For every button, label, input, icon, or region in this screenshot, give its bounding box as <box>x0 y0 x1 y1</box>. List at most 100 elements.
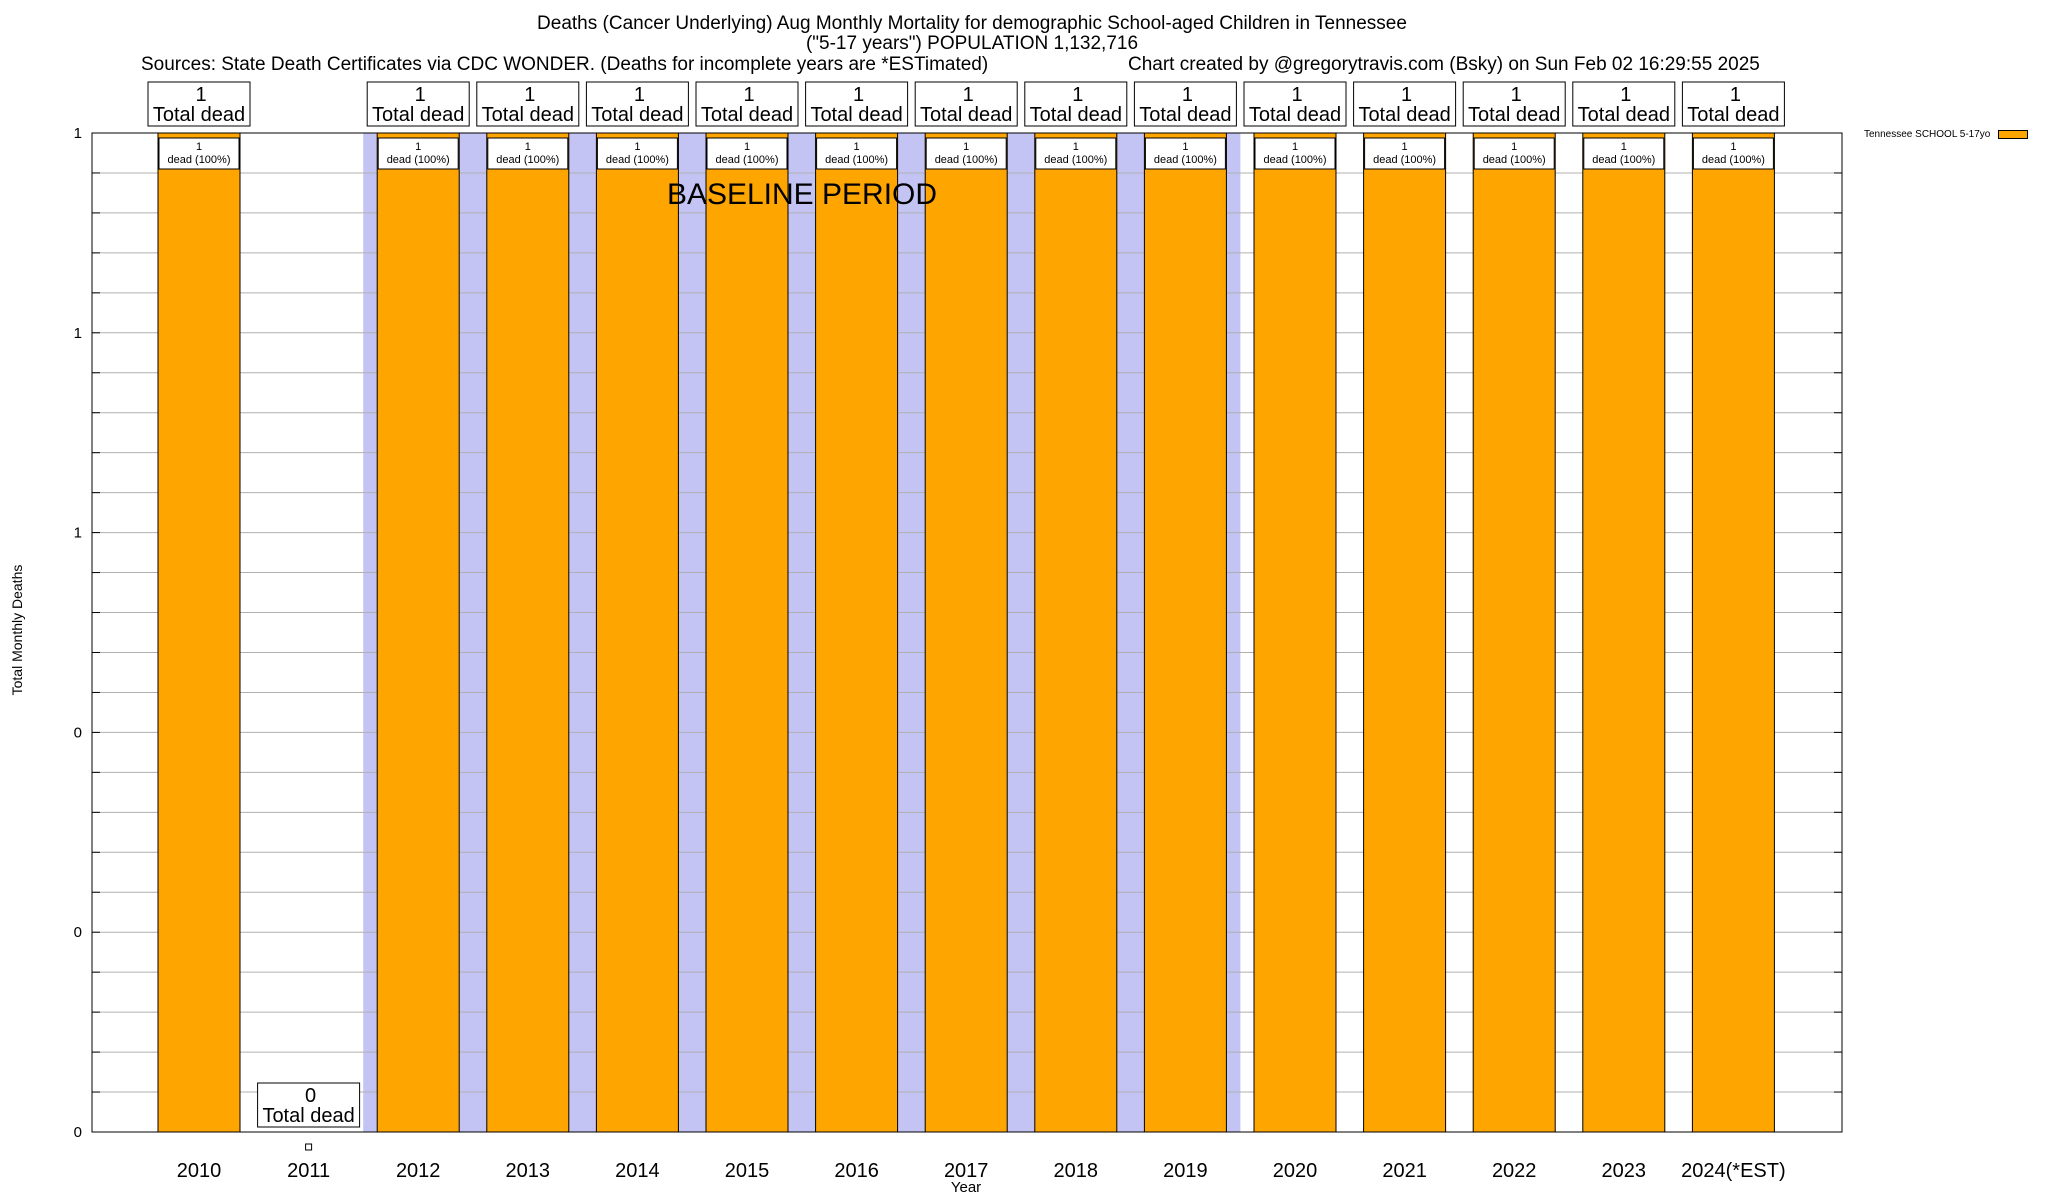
bar-inner-label-box <box>158 137 240 170</box>
total-label-box <box>147 81 251 127</box>
bar <box>1691 132 1775 1133</box>
bar-inner-percent: dead (100%) <box>825 154 888 166</box>
x-axis-title: Year <box>950 1179 982 1196</box>
total-label-count: 1 <box>1620 84 1631 106</box>
total-label-count: 1 <box>853 84 864 106</box>
total-label-text: Total dead <box>701 104 793 126</box>
chart-credit: Chart created by @gregorytravis.com (Bsk… <box>1128 54 1760 75</box>
baseline-period-label: BASELINE PERIOD <box>667 178 937 211</box>
bar-inner-label-box <box>1583 137 1665 170</box>
bar-inner-label-box <box>1144 137 1226 170</box>
bar-inner-label-box <box>706 137 788 170</box>
plot-frame <box>91 132 1843 1133</box>
total-label-text: Total dead <box>153 104 245 126</box>
x-tick-label: 2017 <box>944 1160 989 1182</box>
y-axis-title: Total Monthly Deaths <box>9 564 25 696</box>
bar-inner-count: 1 <box>854 141 860 153</box>
x-tick-label: 2014 <box>615 1160 660 1182</box>
chart-title: Deaths (Cancer Underlying) Aug Monthly M… <box>537 13 1407 34</box>
x-tick-label: 2019 <box>1163 1160 1208 1182</box>
bar-inner-label-box <box>377 137 459 170</box>
y-tick-label: 1 <box>74 125 82 142</box>
total-label-text: Total dead <box>482 104 574 126</box>
x-tick-label: 2015 <box>725 1160 770 1182</box>
bar <box>1472 132 1556 1133</box>
total-label-count: 1 <box>195 84 206 106</box>
bar <box>595 132 679 1133</box>
legend-swatch <box>1998 130 2029 139</box>
total-label-text: Total dead <box>1249 104 1341 126</box>
bar-inner-count: 1 <box>744 141 750 153</box>
total-label-text: Total dead <box>262 1105 354 1127</box>
bar-inner-percent: dead (100%) <box>168 154 231 166</box>
y-tick-label: 0 <box>74 724 82 741</box>
y-axis-title-wrap: Total Monthly Deaths <box>4 565 34 696</box>
bar-inner-count: 1 <box>1182 141 1188 153</box>
bar-inner-percent: dead (100%) <box>716 154 779 166</box>
total-label-count: 1 <box>743 84 754 106</box>
x-tick-label: 2024(*EST) <box>1681 1160 1786 1182</box>
bar-inner-label-box <box>596 137 678 170</box>
sources-note: Sources: State Death Certificates via CD… <box>141 54 989 75</box>
total-label-count: 1 <box>963 84 974 106</box>
bar-inner-percent: dead (100%) <box>1044 154 1107 166</box>
x-tick-label: 2021 <box>1382 1160 1427 1182</box>
x-tick-label: 2012 <box>396 1160 441 1182</box>
total-label-text: Total dead <box>591 104 683 126</box>
bar-inner-count: 1 <box>196 141 202 153</box>
chart-subtitle: ("5-17 years") POPULATION 1,132,716 <box>805 33 1139 54</box>
total-label-box <box>1353 81 1457 127</box>
total-label-count: 0 <box>305 1085 316 1107</box>
bar <box>1143 132 1227 1133</box>
bar <box>815 132 899 1133</box>
total-label-text: Total dead <box>1358 104 1450 126</box>
x-tick-label: 2016 <box>834 1160 879 1182</box>
total-label-count: 1 <box>1511 84 1522 106</box>
total-label-text: Total dead <box>1030 104 1122 126</box>
bar-inner-percent: dead (100%) <box>935 154 998 166</box>
bar-inner-percent: dead (100%) <box>1592 154 1655 166</box>
bar <box>1363 132 1447 1133</box>
bar-inner-label-box <box>487 137 569 170</box>
bar-inner-count: 1 <box>1292 141 1298 153</box>
bar-inner-count: 1 <box>634 141 640 153</box>
x-tick-label: 2020 <box>1273 1160 1318 1182</box>
total-label-box <box>1681 81 1785 127</box>
x-tick-label: 2023 <box>1602 1160 1647 1182</box>
x-tick-label: 2010 <box>177 1160 222 1182</box>
y-tick-label: 1 <box>74 525 82 542</box>
total-label-count: 1 <box>415 84 426 106</box>
bar <box>376 132 460 1133</box>
total-label-count: 1 <box>524 84 535 106</box>
bar-inner-label-box <box>1692 137 1774 170</box>
total-label-box <box>1133 81 1237 127</box>
bar <box>1034 132 1118 1133</box>
bar-inner-percent: dead (100%) <box>1154 154 1217 166</box>
total-label-text: Total dead <box>1139 104 1231 126</box>
total-label-count: 1 <box>1182 84 1193 106</box>
bar <box>705 132 789 1133</box>
y-tick-label: 1 <box>74 325 82 342</box>
total-label-text: Total dead <box>1468 104 1560 126</box>
total-label-box <box>366 81 470 127</box>
total-label-box <box>585 81 689 127</box>
bar <box>1582 132 1666 1133</box>
bar-inner-count: 1 <box>1402 141 1408 153</box>
bar <box>1253 132 1337 1133</box>
bar-inner-count: 1 <box>415 141 421 153</box>
x-tick-label: 2018 <box>1054 1160 1099 1182</box>
bar-inner-count: 1 <box>963 141 969 153</box>
total-label-box <box>914 81 1018 127</box>
total-label-text: Total dead <box>920 104 1012 126</box>
bar-inner-label-box <box>1254 137 1336 170</box>
bar-inner-percent: dead (100%) <box>1702 154 1765 166</box>
bar <box>157 132 241 1133</box>
bar-inner-count: 1 <box>525 141 531 153</box>
bar-inner-percent: dead (100%) <box>496 154 559 166</box>
total-label-count: 1 <box>1730 84 1741 106</box>
x-tick-label: 2011 <box>287 1160 330 1182</box>
x-tick-label: 2013 <box>506 1160 551 1182</box>
bar-inner-label-box <box>925 137 1007 170</box>
bar-inner-count: 1 <box>1073 141 1079 153</box>
